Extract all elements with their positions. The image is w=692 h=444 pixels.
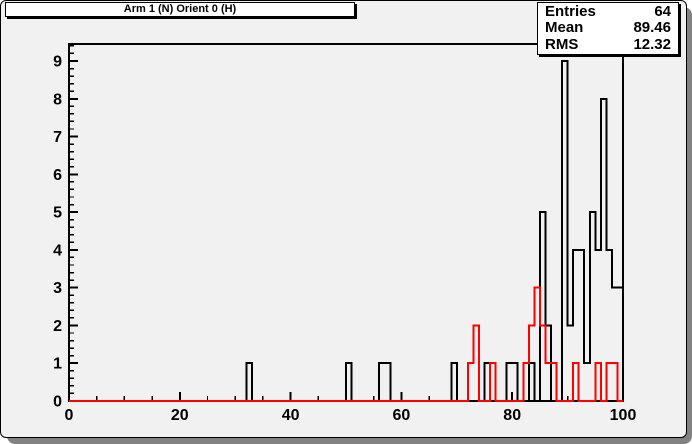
stats-row-entries: Entries 64	[545, 4, 671, 20]
x-axis-tick-label: 40	[282, 407, 300, 424]
stats-value-entries: 64	[654, 3, 671, 21]
all-events-histogram	[69, 60, 624, 402]
x-axis-tick-label: 80	[503, 407, 521, 424]
y-axis-tick-label: 8	[53, 91, 62, 108]
y-axis-tick-label: 9	[53, 54, 62, 71]
histogram-title-box[interactable]: Arm 1 (N) Orient 0 (H)	[5, 2, 355, 17]
stats-label-entries: Entries	[545, 3, 596, 21]
stats-value-rms: 12.32	[633, 35, 671, 53]
stats-label-mean: Mean	[545, 19, 584, 37]
selected-events-histogram	[69, 286, 623, 402]
histogram-plot-area[interactable]: 0 20 40 60 80 100 0 1 2 3 4 5 6 7 8 9	[1, 1, 688, 439]
statistics-box[interactable]: Entries 64 Mean 89.46 RMS 12.32	[537, 2, 679, 55]
x-axis-tick-label: 0	[65, 407, 74, 424]
y-axis-tick-label: 6	[53, 167, 62, 184]
stats-value-mean: 89.46	[633, 19, 671, 37]
histogram-title-text: Arm 1 (N) Orient 0 (H)	[123, 3, 237, 15]
y-axis-tick-label: 3	[53, 280, 62, 297]
stats-label-rms: RMS	[545, 35, 579, 53]
stats-row-mean: Mean 89.46	[545, 20, 671, 36]
x-axis-tick-label: 60	[393, 407, 411, 424]
y-axis-tick-label: 0	[53, 394, 62, 411]
stats-row-rms: RMS 12.32	[545, 35, 671, 53]
canvas-background: 0 20 40 60 80 100 0 1 2 3 4 5 6 7 8 9	[0, 0, 687, 438]
y-axis-tick-label: 4	[53, 242, 62, 259]
y-axis-tick-label: 7	[53, 129, 62, 146]
x-axis-tick-label: 20	[171, 407, 189, 424]
x-axis-tick-label: 100	[610, 407, 637, 424]
y-axis-tick-label: 5	[53, 205, 62, 222]
y-axis-tick-label: 2	[53, 318, 62, 335]
y-axis-tick-label: 1	[53, 356, 62, 373]
